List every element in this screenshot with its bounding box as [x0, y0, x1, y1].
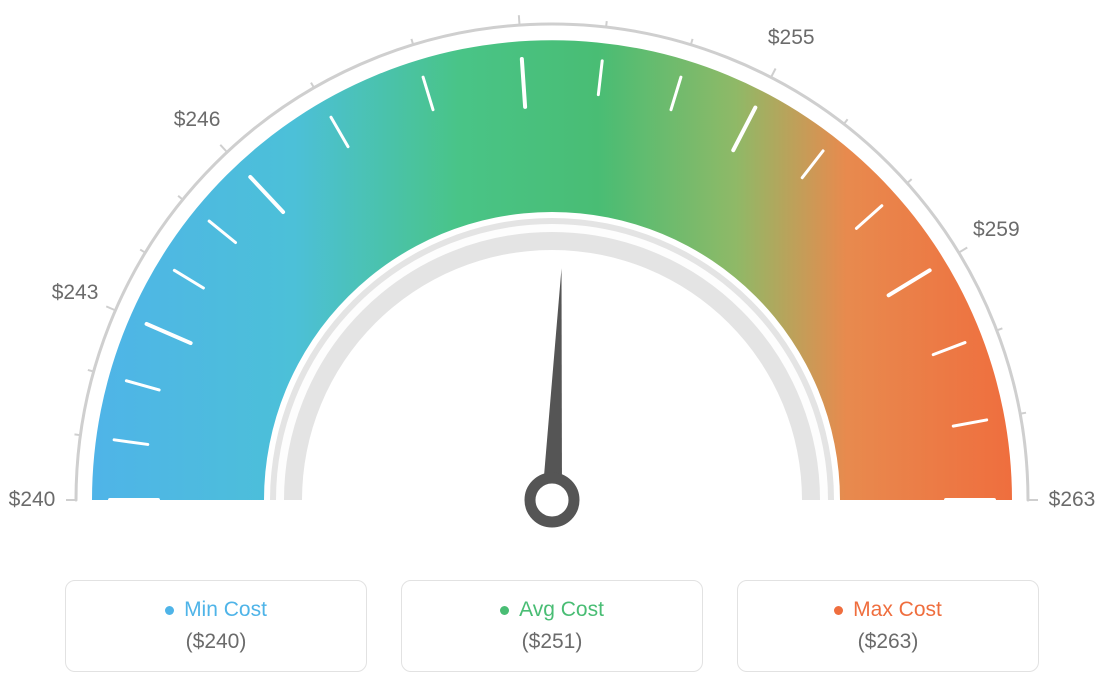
legend-dot-min	[165, 606, 174, 615]
gauge-tick-label: $263	[1049, 488, 1096, 512]
gauge-svg	[0, 0, 1104, 560]
legend-value-max: ($263)	[858, 630, 919, 654]
legend-card-avg: Avg Cost ($251)	[401, 580, 703, 672]
legend-dot-max	[834, 606, 843, 615]
gauge-tick-label: $255	[768, 26, 815, 50]
legend-value-avg: ($251)	[522, 630, 583, 654]
legend-card-max: Max Cost ($263)	[737, 580, 1039, 672]
legend-label-avg: Avg Cost	[519, 598, 604, 622]
legend-value-min: ($240)	[186, 630, 247, 654]
gauge-tick-label: $240	[9, 488, 56, 512]
legend-dot-avg	[500, 606, 509, 615]
legend-label-max: Max Cost	[853, 598, 942, 622]
gauge-tick-label: $259	[973, 218, 1020, 242]
gauge-tick-label: $243	[52, 281, 99, 305]
legend-row: Min Cost ($240) Avg Cost ($251) Max Cost…	[0, 580, 1104, 672]
cost-gauge: $240$243$246$251$255$259$263	[0, 0, 1104, 560]
legend-card-min: Min Cost ($240)	[65, 580, 367, 672]
legend-label-min: Min Cost	[184, 598, 267, 622]
gauge-tick-label: $246	[174, 108, 221, 132]
